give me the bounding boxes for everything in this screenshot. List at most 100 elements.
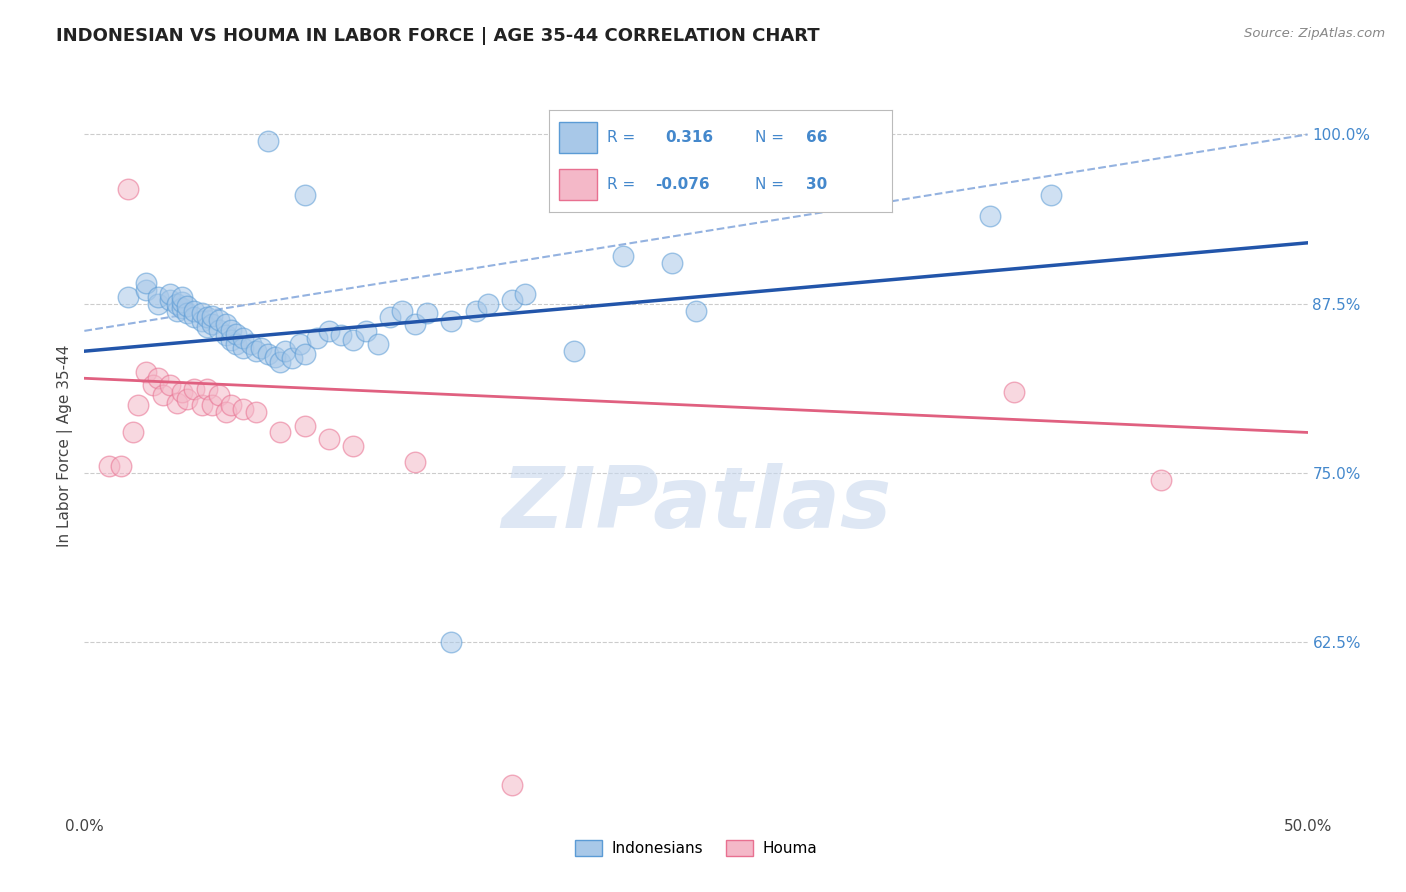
Point [117, 290, 139, 304]
Point [159, 287, 181, 301]
Point [318, 324, 340, 338]
Point [215, 317, 238, 331]
Point [404, 317, 426, 331]
Point [195, 319, 218, 334]
Point [219, 398, 242, 412]
Point [245, 344, 267, 359]
Point [294, 418, 316, 433]
Point [159, 293, 181, 307]
Point [215, 327, 238, 342]
Point [219, 334, 242, 348]
Point [142, 378, 165, 392]
Point [117, 181, 139, 195]
Point [176, 300, 198, 314]
Point [208, 313, 231, 327]
Point [127, 398, 149, 412]
Text: ZIPatlas: ZIPatlas [501, 463, 891, 546]
Point [440, 314, 463, 328]
Point [208, 387, 231, 401]
Point [172, 295, 194, 310]
Point [122, 425, 145, 440]
Point [264, 350, 287, 364]
Point [513, 287, 536, 301]
Point [330, 327, 353, 342]
Point [195, 382, 218, 396]
Text: Source: ZipAtlas.com: Source: ZipAtlas.com [1244, 27, 1385, 40]
Point [172, 384, 194, 399]
Point [135, 283, 157, 297]
Point [245, 405, 267, 419]
Point [342, 334, 364, 348]
Point [239, 337, 262, 351]
Point [166, 303, 188, 318]
Point [183, 382, 205, 396]
Point [562, 344, 585, 359]
Point [979, 209, 1001, 223]
Point [172, 301, 194, 315]
Point [208, 322, 231, 336]
Point [176, 306, 198, 320]
Text: INDONESIAN VS HOUMA IN LABOR FORCE | AGE 35-44 CORRELATION CHART: INDONESIAN VS HOUMA IN LABOR FORCE | AGE… [56, 27, 820, 45]
Point [215, 405, 238, 419]
Point [502, 293, 524, 307]
Point [257, 347, 280, 361]
Point [135, 277, 157, 291]
Point [288, 337, 311, 351]
Point [232, 342, 254, 356]
Point [294, 347, 316, 361]
Point [166, 395, 188, 409]
Point [219, 322, 242, 336]
Point [191, 306, 214, 320]
Point [1002, 384, 1025, 399]
Point [159, 378, 181, 392]
Point [191, 314, 214, 328]
Point [166, 297, 188, 311]
Point [502, 778, 524, 792]
Point [305, 331, 328, 345]
Y-axis label: In Labor Force | Age 35-44: In Labor Force | Age 35-44 [58, 345, 73, 547]
Point [274, 344, 297, 359]
Point [1039, 188, 1062, 202]
Point [464, 303, 486, 318]
Point [225, 326, 247, 341]
Point [440, 635, 463, 649]
Legend: Indonesians, Houma: Indonesians, Houma [568, 834, 824, 863]
Point [404, 455, 426, 469]
Point [416, 306, 439, 320]
Point [661, 256, 683, 270]
Point [232, 331, 254, 345]
Point [146, 290, 169, 304]
Point [269, 425, 291, 440]
Point [380, 310, 402, 325]
Point [257, 134, 280, 148]
Point [342, 439, 364, 453]
Point [269, 355, 291, 369]
Point [367, 337, 389, 351]
Point [172, 290, 194, 304]
Point [354, 324, 377, 338]
Point [183, 310, 205, 325]
Point [97, 459, 120, 474]
Point [183, 303, 205, 318]
Point [191, 398, 214, 412]
Point [249, 342, 271, 356]
Point [200, 398, 222, 412]
Point [318, 432, 340, 446]
Point [110, 459, 132, 474]
Point [391, 303, 413, 318]
Point [294, 188, 316, 202]
Point [146, 297, 169, 311]
Point [195, 310, 218, 325]
Point [152, 387, 174, 401]
Point [477, 297, 499, 311]
Point [1150, 473, 1173, 487]
Point [612, 249, 634, 263]
Point [225, 337, 247, 351]
Point [146, 371, 169, 385]
Point [200, 317, 222, 331]
Point [200, 309, 222, 323]
Point [685, 303, 707, 318]
Point [135, 364, 157, 378]
Point [176, 392, 198, 406]
Point [281, 351, 304, 365]
